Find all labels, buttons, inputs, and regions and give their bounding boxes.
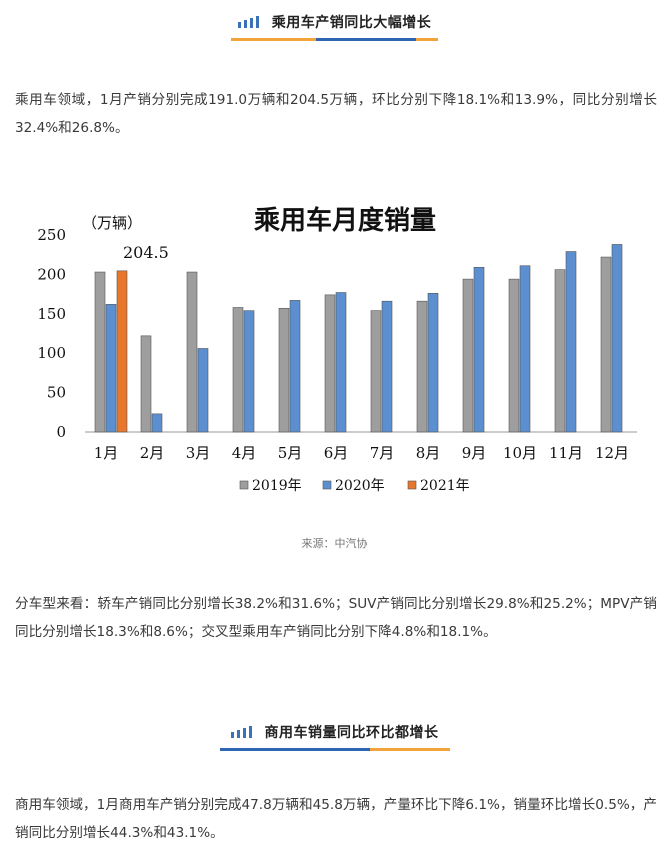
x-tick-label: 5月: [278, 444, 303, 462]
legend-swatch: [239, 480, 249, 490]
legend-label: 2019年: [252, 478, 302, 494]
bar-2019年-9月: [462, 278, 474, 433]
x-tick-label: 1月: [94, 444, 119, 462]
bar-chart-icon: [237, 16, 262, 28]
x-tick-label: 3月: [186, 444, 211, 462]
bar-2021年-1月: [116, 270, 128, 433]
y-tick-label: 250: [37, 226, 66, 244]
section-header-commercial: 商用车销量同比环比都增长: [0, 722, 669, 751]
monthly-sales-chart: 乘用车月度销量 （万辆） 204.5 0 50 100 150 200 250 1月 2月 3…: [37, 205, 637, 494]
bar-2020年-11月: [565, 251, 577, 433]
legend-swatch: [322, 480, 332, 490]
legend-label: 2021年: [420, 478, 470, 494]
section-title: 商用车销量同比环比都增长: [264, 725, 439, 741]
section-title: 乘用车产销同比大幅增长: [271, 15, 432, 31]
x-axis: 1月 2月 3月 4月 5月 6月 7月 8月 9月 10月 11月 12月: [94, 444, 629, 462]
paragraph-vehicle-types: 分车型来看：轿车产销同比分别增长38.2%和31.6%；SUV产销同比分别增长2…: [15, 596, 657, 640]
y-tick-label: 200: [37, 265, 66, 283]
bar-2020年-9月: [473, 267, 485, 433]
bar-2020年-1月: [105, 304, 117, 433]
y-axis-unit-label: （万辆）: [82, 214, 142, 232]
bar-2020年-7月: [381, 300, 393, 433]
x-tick-label: 8月: [416, 444, 441, 462]
bar-2019年-8月: [416, 300, 428, 433]
bar-2020年-2月: [151, 413, 163, 433]
legend-label: 2020年: [335, 478, 385, 494]
data-annotation: 204.5: [123, 243, 169, 262]
legend-swatch: [407, 480, 417, 490]
bar-2020年-10月: [519, 265, 531, 433]
bar-2019年-11月: [554, 269, 566, 433]
bar-2020年-3月: [197, 348, 209, 433]
y-tick-label: 0: [56, 423, 66, 441]
bar-2020年-8月: [427, 293, 439, 433]
chart-source: 来源：中汽协: [301, 537, 368, 550]
paragraph-passenger-summary: 乘用车领域，1月产销分别完成191.0万辆和204.5万辆，环比分别下降18.1…: [15, 92, 657, 136]
x-tick-label: 4月: [232, 444, 257, 462]
header-underline: [0, 38, 669, 41]
paragraph-commercial-summary: 商用车领域，1月商用车产销分别完成47.8万辆和45.8万辆，产量环比下降6.1…: [15, 797, 657, 841]
bar-2019年-1月: [94, 271, 106, 433]
header-underline: [0, 748, 669, 751]
bar-2020年-4月: [243, 310, 255, 433]
bar-2020年-6月: [335, 292, 347, 433]
x-tick-label: 2月: [140, 444, 165, 462]
x-tick-label: 12月: [595, 444, 629, 462]
x-tick-label: 7月: [370, 444, 395, 462]
y-tick-label: 150: [37, 305, 66, 323]
bar-2019年-6月: [324, 294, 336, 433]
x-tick-label: 11月: [549, 444, 583, 462]
bar-2019年-12月: [600, 256, 612, 433]
bar-2019年-7月: [370, 310, 382, 433]
plot-area: [94, 244, 623, 433]
y-axis: 0 50 100 150 200 250: [37, 226, 637, 441]
bar-2020年-5月: [289, 300, 301, 433]
bar-2019年-10月: [508, 278, 520, 433]
legend: 2019年 2020年 2021年: [239, 478, 470, 494]
y-tick-label: 50: [47, 384, 66, 402]
x-tick-label: 6月: [324, 444, 349, 462]
bar-chart-icon: [230, 726, 255, 738]
bar-2019年-2月: [140, 335, 152, 433]
chart-title: 乘用车月度销量: [253, 205, 436, 236]
bar-2019年-5月: [278, 307, 290, 433]
bar-2020年-12月: [611, 244, 623, 433]
x-tick-label: 10月: [503, 444, 537, 462]
x-tick-label: 9月: [462, 444, 487, 462]
bar-2019年-3月: [186, 271, 198, 433]
section-header-passenger: 乘用车产销同比大幅增长: [0, 12, 669, 41]
bar-2019年-4月: [232, 307, 244, 433]
y-tick-label: 100: [37, 344, 66, 362]
